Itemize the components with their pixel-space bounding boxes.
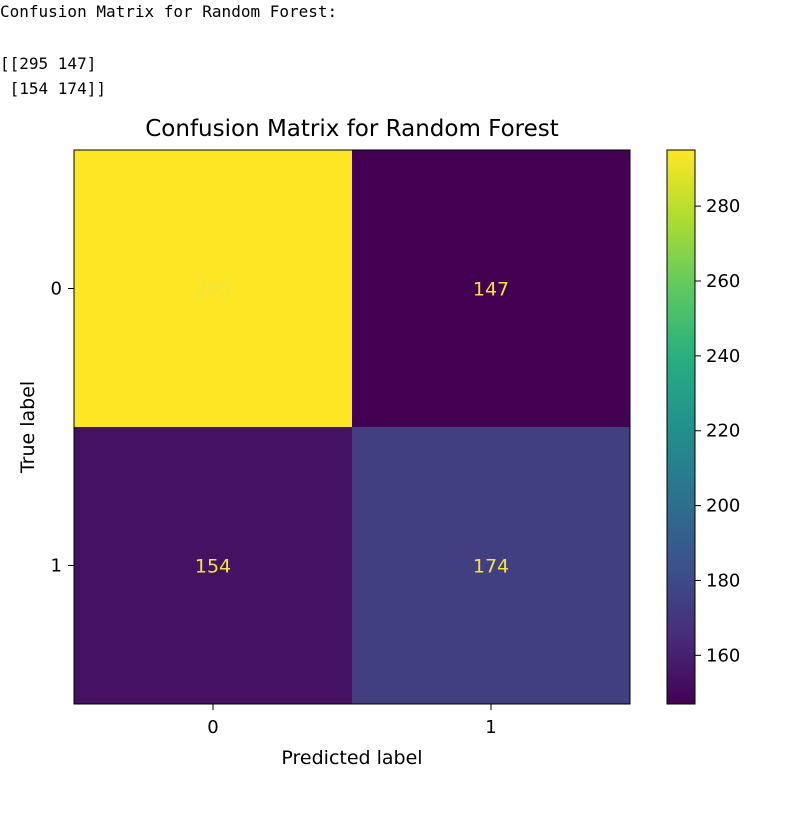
cell-value-1-0: 154 bbox=[195, 556, 231, 578]
colorbar-tick-label-5: 260 bbox=[706, 271, 740, 292]
cell-value-1-1: 174 bbox=[473, 556, 509, 578]
x-tick-label-1: 1 bbox=[485, 717, 496, 738]
y-axis-ticks: 01 bbox=[51, 279, 74, 577]
heatmap-cells bbox=[74, 150, 630, 704]
y-axis-label: True label bbox=[17, 381, 39, 474]
colorbar-tick-label-4: 240 bbox=[706, 346, 740, 367]
matrix-output-line-1: [[295 147] bbox=[0, 54, 97, 73]
heatmap-cell-1-1 bbox=[352, 427, 630, 704]
heatmap-cell-0-0 bbox=[74, 150, 352, 427]
cell-value-0-1: 147 bbox=[473, 279, 509, 301]
colorbar-tick-label-1: 180 bbox=[706, 570, 740, 591]
colorbar-tick-label-6: 280 bbox=[706, 196, 740, 217]
plot-frame bbox=[73, 149, 631, 705]
chart-title: Confusion Matrix for Random Forest bbox=[145, 116, 559, 142]
colorbar-tick-label-2: 200 bbox=[706, 496, 740, 517]
heatmap-cell-0-1 bbox=[352, 150, 630, 427]
colorbar-tick-label-0: 160 bbox=[706, 645, 740, 666]
output-header: Confusion Matrix for Random Forest: bbox=[0, 2, 338, 21]
x-axis-label: Predicted label bbox=[281, 747, 422, 769]
matrix-output-line-2: [154 174]] bbox=[0, 79, 106, 98]
y-tick-label-0: 0 bbox=[51, 279, 62, 300]
colorbar-tick-label-3: 220 bbox=[706, 421, 740, 442]
colorbar bbox=[666, 149, 696, 705]
heatmap-cell-labels: 295 147 154 174 bbox=[195, 279, 509, 578]
heatmap-cell-1-0 bbox=[74, 427, 352, 704]
colorbar-ticks: 160 180 200 220 240 260 280 bbox=[695, 196, 740, 666]
y-tick-label-1: 1 bbox=[51, 556, 62, 577]
cell-value-0-0: 295 bbox=[195, 279, 231, 301]
x-tick-label-0: 0 bbox=[207, 717, 218, 738]
